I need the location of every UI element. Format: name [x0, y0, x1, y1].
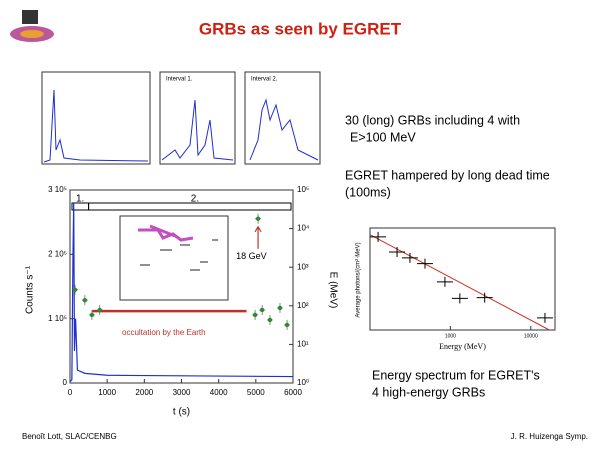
top-panels: Interval 1. Interval 2.	[41, 71, 321, 165]
spectrum-point	[416, 258, 433, 269]
x-tick-label: 0	[68, 388, 73, 397]
spectrum-point	[476, 292, 493, 303]
panel-label: Interval 1.	[166, 77, 193, 83]
y-tick-label: 3 10⁵	[48, 185, 67, 194]
light-curve	[69, 202, 294, 383]
inset-data	[140, 239, 218, 271]
highlight-arrow	[254, 225, 262, 249]
panel-frame	[244, 71, 321, 165]
photon	[82, 297, 88, 303]
bullet: E>100 MeV	[350, 130, 416, 144]
panel-trace	[249, 98, 319, 161]
photon	[284, 322, 290, 328]
y2-axis-label: E (MeV)	[327, 272, 338, 309]
logo	[10, 10, 54, 42]
interval-label: 1.	[76, 194, 84, 205]
bullet: 30 (long) GRBs including 4 with	[345, 113, 520, 127]
photon	[97, 307, 102, 313]
spectrum-point	[436, 276, 453, 287]
caption: Energy spectrum for EGRET's	[372, 368, 540, 382]
panel-frame	[159, 71, 236, 165]
y-axis-label: Average photons/(cm²·MeV)	[356, 242, 362, 317]
footer-right: J. R. Huizenga Symp.	[511, 432, 588, 441]
y-tick-label: 0	[63, 378, 68, 387]
y2-tick-label: 10³	[297, 262, 309, 271]
fit-line	[369, 234, 550, 331]
y2-tick-label: 10¹	[297, 340, 309, 349]
photon	[252, 312, 258, 318]
interval-label: 2.	[191, 194, 199, 205]
photon	[267, 317, 273, 323]
x-tick-label: 10000	[524, 333, 538, 339]
panel-frame	[41, 71, 151, 165]
x-axis-label: t (s)	[173, 407, 190, 418]
y2-tick-label: 10⁵	[297, 185, 309, 194]
x-tick-label: 1000	[98, 388, 116, 397]
spectrum-point	[370, 231, 387, 242]
x-tick-label: 6000	[284, 388, 302, 397]
panel-trace	[161, 99, 234, 161]
highlight-label: 18 GeV	[236, 251, 267, 261]
spectrum-point	[451, 293, 468, 304]
spectrum-point	[401, 252, 418, 263]
y-axis-label: Counts s⁻¹	[25, 265, 36, 314]
panel-label: Interval 2.	[251, 77, 278, 83]
spectrum-point	[536, 312, 553, 323]
photon	[255, 216, 261, 221]
photon	[72, 287, 78, 292]
bullet: (100ms)	[345, 185, 391, 199]
logo-core	[20, 30, 44, 38]
footer-left: Benoît Lott, SLAC/CENBG	[22, 432, 117, 441]
x-axis-label: Energy (MeV)	[439, 342, 486, 351]
y-tick-label: 1 10⁵	[48, 314, 67, 323]
inset	[119, 215, 229, 301]
x-tick-label: 5000	[247, 388, 265, 397]
caption: 4 high-energy GRBs	[372, 385, 485, 399]
x-tick-label: 3000	[173, 388, 191, 397]
spectrum-point	[389, 247, 406, 258]
spectrum-frame	[369, 227, 556, 331]
x-tick-label: 2000	[135, 388, 153, 397]
occultation-label: occultation by the Earth	[122, 328, 206, 337]
y2-tick-label: 10⁴	[297, 224, 310, 233]
logo-box	[22, 10, 38, 24]
y2-tick-label: 10²	[297, 301, 309, 310]
bullet: EGRET hampered by long dead time	[345, 168, 550, 182]
y2-tick-label: 10⁰	[297, 378, 309, 387]
photon	[277, 305, 283, 311]
panel-trace	[43, 89, 149, 163]
photon	[89, 312, 95, 318]
inset-frame	[119, 215, 229, 301]
interval-bar	[88, 202, 292, 211]
photon	[259, 307, 265, 313]
y-tick-label: 2 10⁵	[48, 249, 67, 258]
slide-title: GRBs as seen by EGRET	[199, 19, 402, 38]
inset-data	[138, 224, 194, 242]
x-tick-label: 1000	[445, 333, 456, 339]
x-tick-label: 4000	[210, 388, 228, 397]
